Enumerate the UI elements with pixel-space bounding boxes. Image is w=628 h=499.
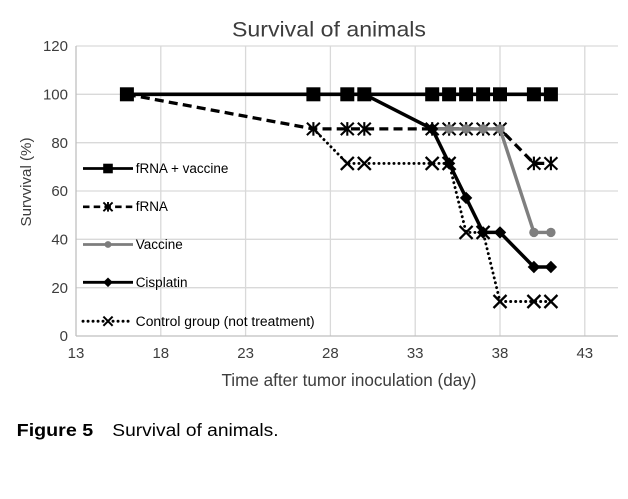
- svg-text:120: 120: [43, 38, 68, 55]
- svg-text:13: 13: [68, 345, 85, 362]
- svg-text:fRNA + vaccine: fRNA + vaccine: [136, 161, 229, 176]
- svg-text:40: 40: [51, 232, 68, 249]
- svg-text:Survival of animals: Survival of animals: [232, 18, 426, 42]
- svg-text:Figure 5: Figure 5: [17, 420, 94, 440]
- svg-text:80: 80: [51, 135, 68, 152]
- svg-text:43: 43: [576, 345, 593, 362]
- svg-text:38: 38: [492, 345, 509, 362]
- svg-text:60: 60: [51, 183, 68, 200]
- svg-text:23: 23: [237, 345, 254, 362]
- svg-text:Time after tumor inoculation (: Time after tumor inoculation (day): [222, 370, 477, 390]
- svg-text:Control group (not treatment): Control group (not treatment): [136, 314, 315, 329]
- svg-text:18: 18: [152, 345, 169, 362]
- svg-text:Survvival (%): Survvival (%): [19, 138, 35, 227]
- svg-text:33: 33: [407, 345, 424, 362]
- svg-text:100: 100: [43, 87, 68, 104]
- svg-text:fRNA: fRNA: [136, 199, 168, 214]
- svg-text:Cisplatin: Cisplatin: [136, 275, 188, 290]
- svg-text:28: 28: [322, 345, 339, 362]
- svg-text:20: 20: [51, 280, 68, 297]
- svg-text:Survival of animals.: Survival of animals.: [112, 420, 278, 440]
- svg-text:0: 0: [60, 328, 68, 345]
- svg-text:Vaccine: Vaccine: [136, 237, 183, 252]
